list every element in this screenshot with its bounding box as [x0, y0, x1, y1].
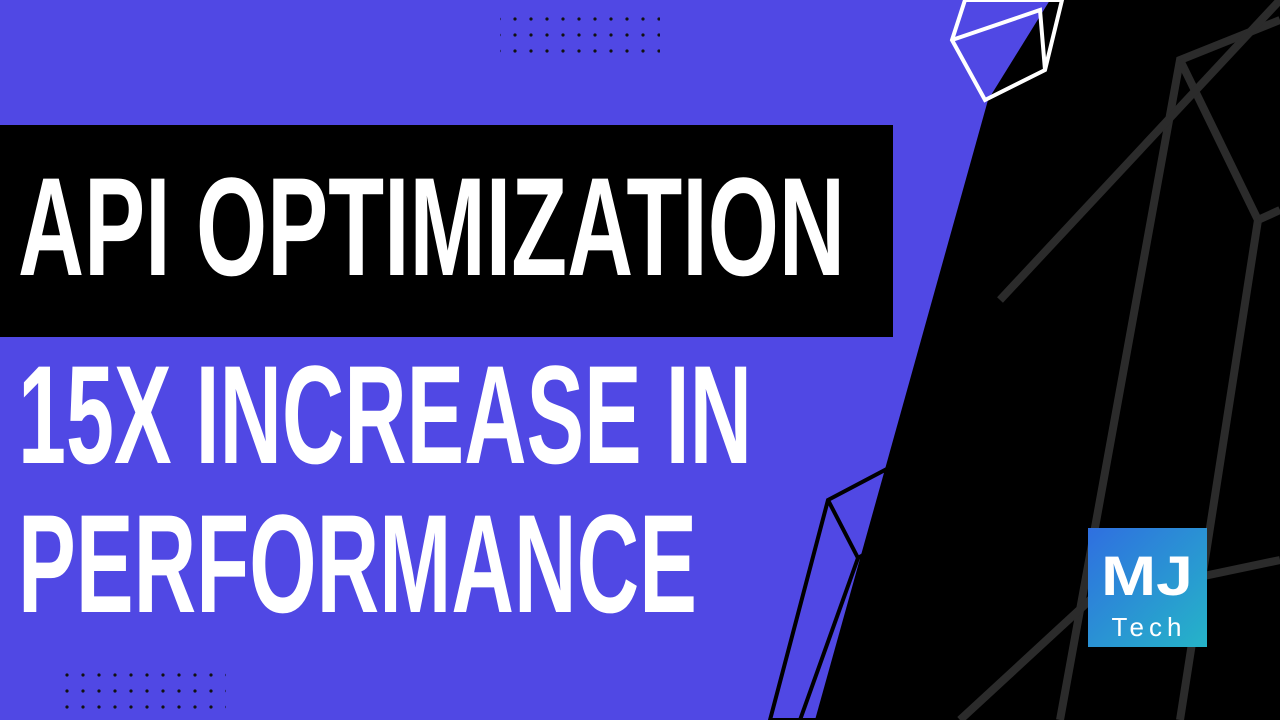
- dot-grid: [500, 8, 660, 64]
- title: API OPTIMIZATION: [18, 148, 845, 305]
- subtitle-line: PERFORMANCE: [18, 485, 697, 642]
- white-outline: [949, 0, 1065, 103]
- black-outline: [767, 467, 918, 720]
- subtitle-line: 15X INCREASE IN: [18, 336, 752, 493]
- title-banner: [0, 125, 893, 337]
- dot-grid: [64, 662, 226, 718]
- logo-box: [1088, 528, 1207, 647]
- logo-name: Tech: [1112, 612, 1187, 642]
- logo-initials: MJ: [1101, 544, 1193, 607]
